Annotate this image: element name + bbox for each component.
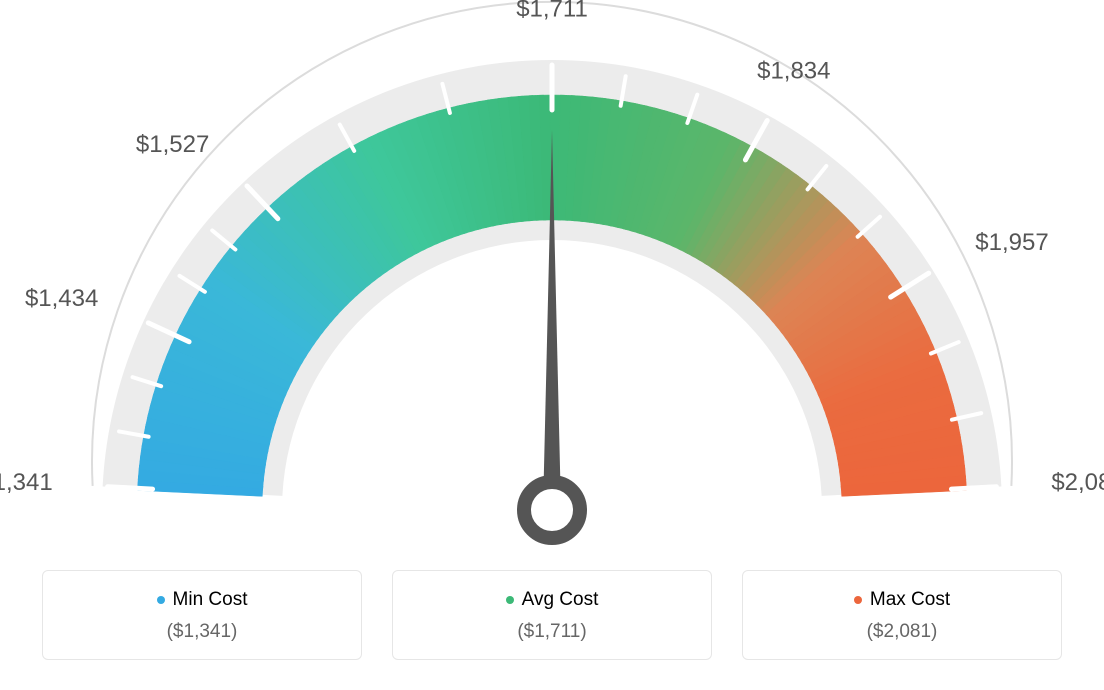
gauge-chart-container: $1,341 $1,434 $1,527 $1,711 $1,834 $1,957 $2,0…: [0, 0, 1104, 690]
gauge-tick-label: $1,434: [25, 285, 98, 312]
avg-cost-label: Avg Cost: [403, 589, 701, 611]
gauge-svg: $1,341 $1,434 $1,527 $1,711 $1,834 $1,957 $2,0…: [0, 0, 1104, 560]
gauge-tick-label: $1,341: [0, 469, 53, 496]
gauge-tick-label: $1,711: [516, 0, 588, 22]
gauge-tick-label: $2,081: [1051, 469, 1104, 496]
gauge-tick-label: $1,957: [975, 229, 1048, 256]
avg-cost-value: ($1,711): [403, 621, 701, 643]
min-cost-value: ($1,341): [53, 621, 351, 643]
min-cost-label: Min Cost: [53, 589, 351, 611]
gauge-tick-label: $1,527: [136, 131, 209, 158]
max-cost-value: ($2,081): [753, 621, 1051, 643]
cost-cards-row: Min Cost ($1,341) Avg Cost ($1,711) Max …: [0, 570, 1104, 660]
max-cost-card: Max Cost ($2,081): [742, 570, 1062, 660]
gauge-major-tick: [951, 487, 996, 489]
min-cost-dot: [157, 596, 165, 604]
gauge-hub: [524, 482, 580, 538]
max-cost-dot: [854, 596, 862, 604]
max-cost-label: Max Cost: [753, 589, 1051, 611]
gauge-tick-label: $1,834: [757, 58, 830, 85]
gauge-major-tick: [108, 487, 153, 489]
avg-cost-card: Avg Cost ($1,711): [392, 570, 712, 660]
gauge-area: $1,341 $1,434 $1,527 $1,711 $1,834 $1,957 $2,0…: [0, 0, 1104, 560]
avg-cost-label-text: Avg Cost: [522, 589, 599, 610]
min-cost-card: Min Cost ($1,341): [42, 570, 362, 660]
max-cost-label-text: Max Cost: [870, 589, 950, 610]
min-cost-label-text: Min Cost: [173, 589, 248, 610]
avg-cost-dot: [506, 596, 514, 604]
